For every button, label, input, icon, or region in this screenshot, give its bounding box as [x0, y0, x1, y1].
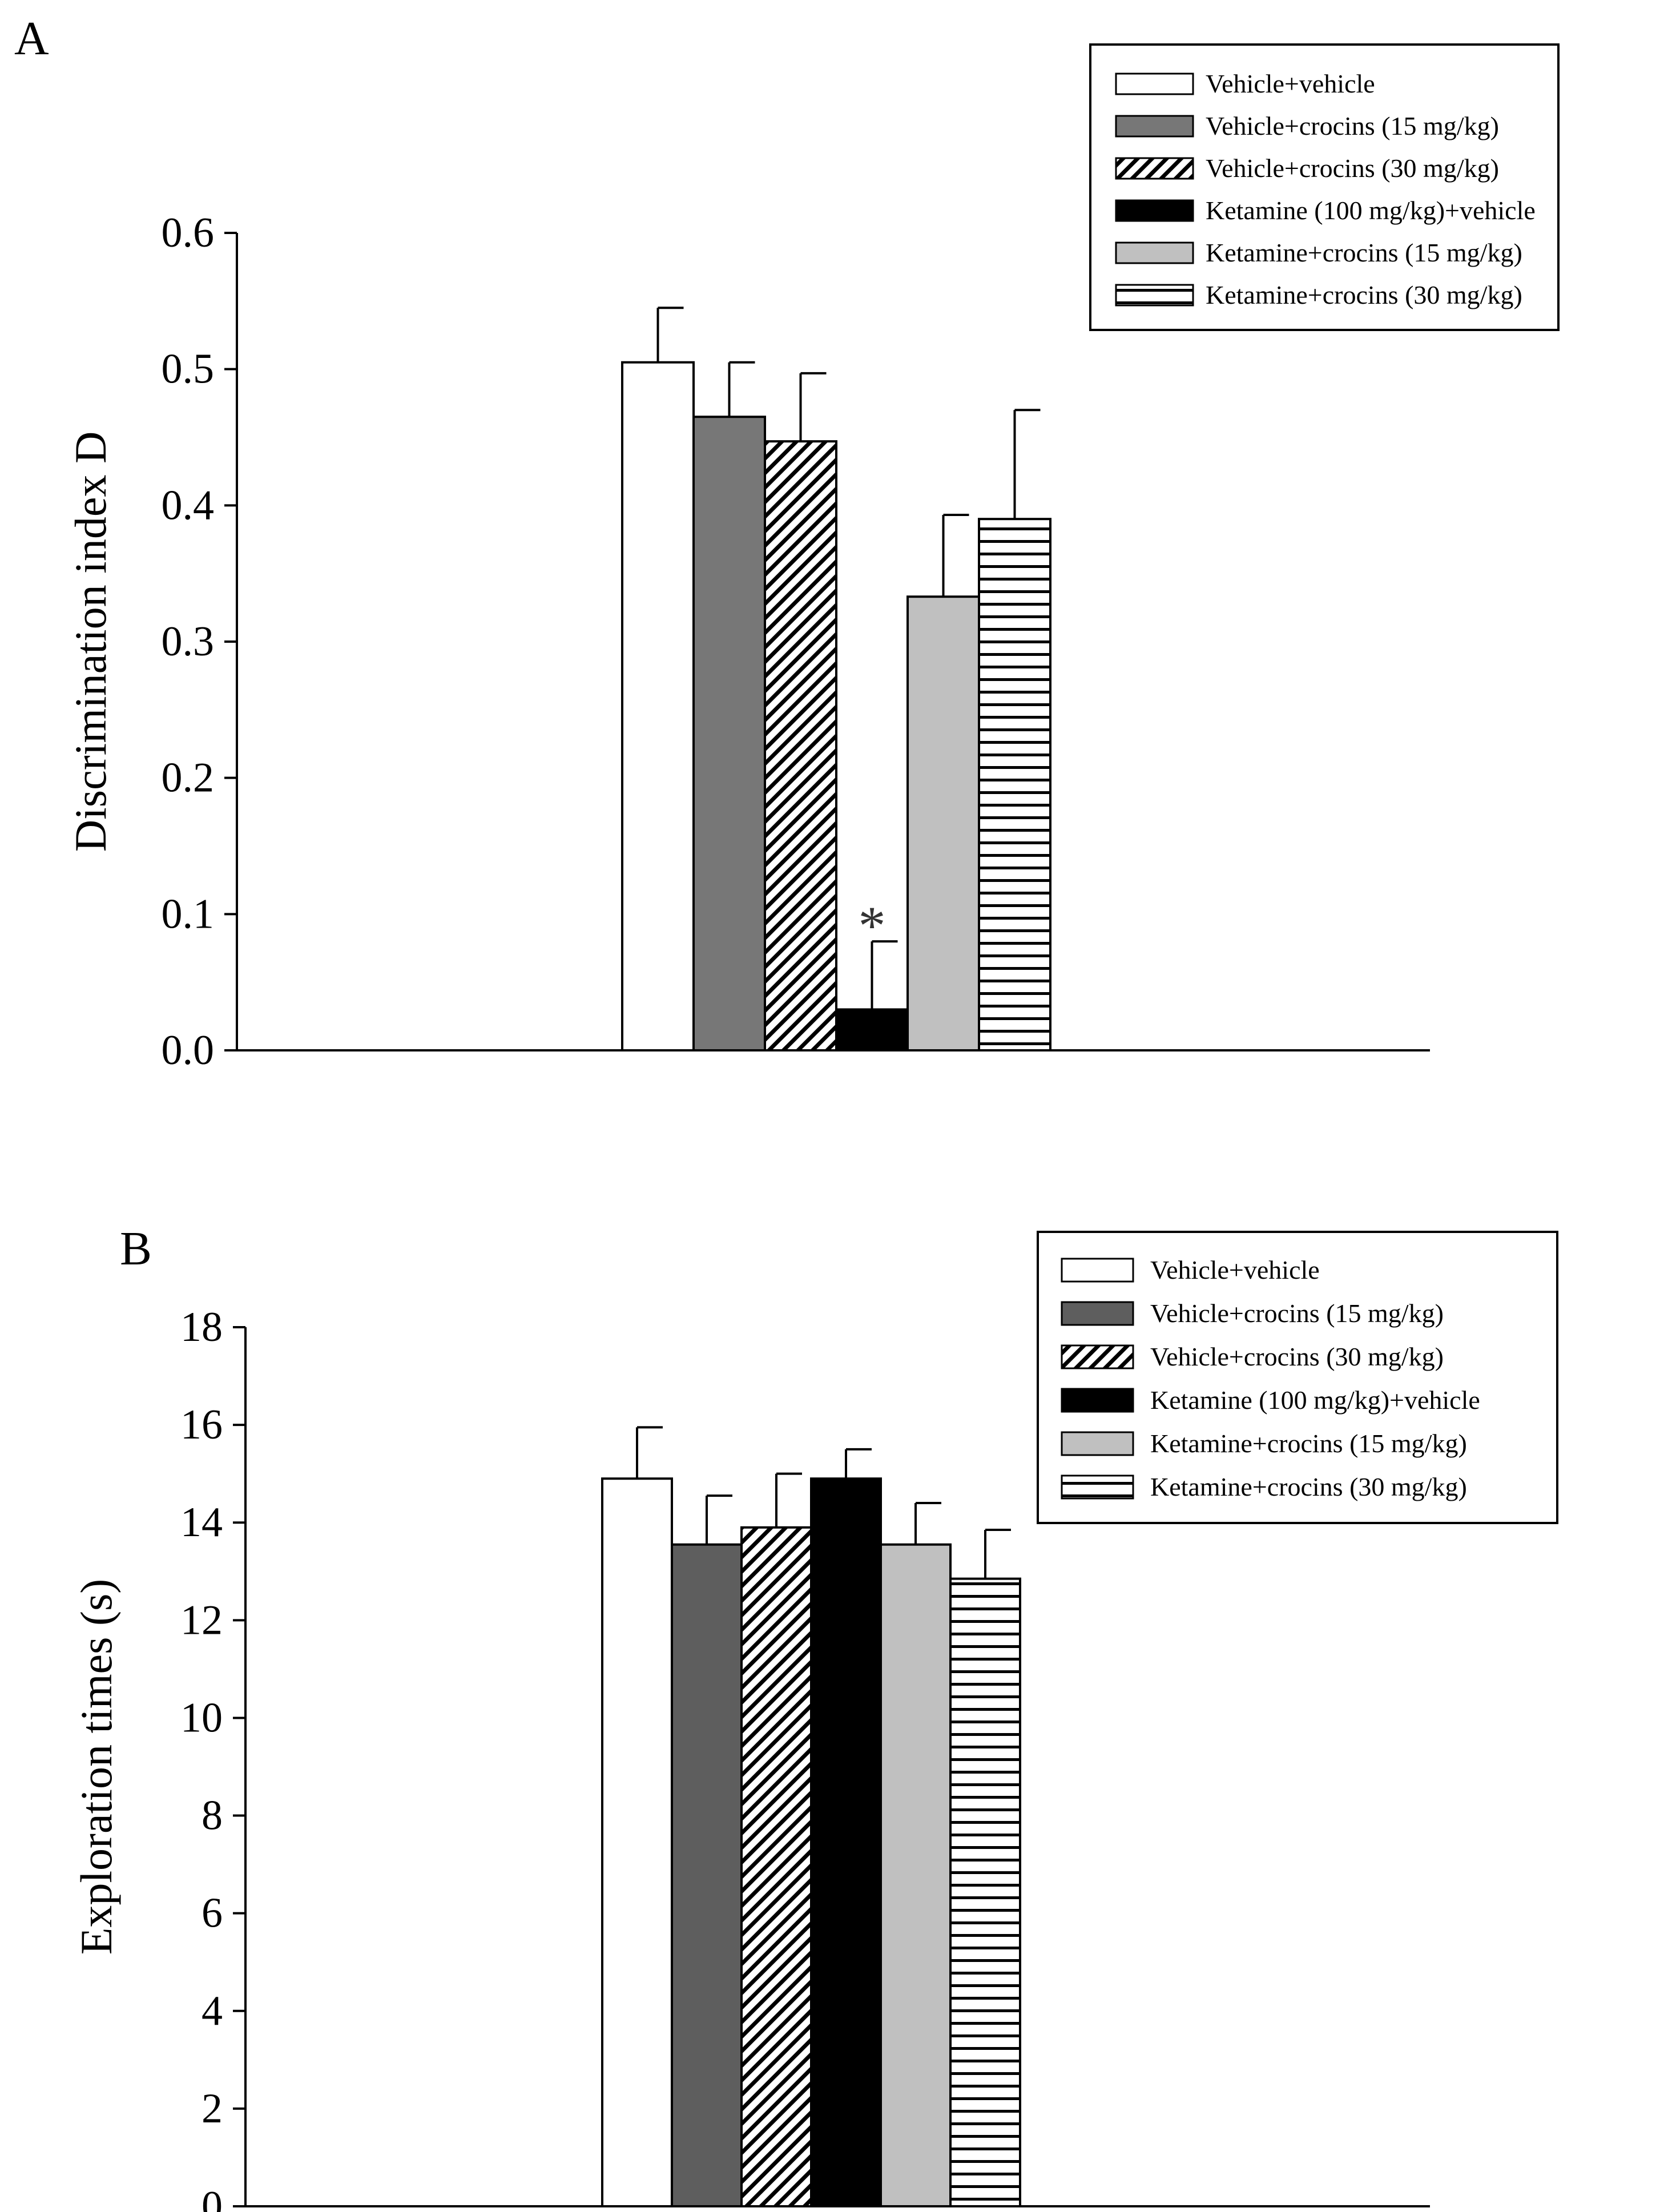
y-tick-label: 0.0 — [162, 1027, 215, 1074]
y-tick-label: 8 — [202, 1792, 223, 1839]
legend-swatch — [1061, 1301, 1134, 1326]
y-tick-label: 4 — [202, 1988, 223, 2034]
legend-label: Ketamine+crocins (30 mg/kg) — [1150, 1472, 1467, 1501]
y-tick-label: 0.5 — [162, 346, 215, 393]
legend-label: Ketamine+crocins (15 mg/kg) — [1206, 238, 1522, 267]
bar — [621, 361, 695, 1052]
legend-swatch — [1115, 157, 1194, 180]
legend-label: Vehicle+vehicle — [1150, 1255, 1320, 1284]
legend-swatch — [1115, 115, 1194, 138]
y-tick-label: 16 — [180, 1401, 223, 1448]
legend-swatch — [1115, 284, 1194, 307]
y-tick-label: 10 — [180, 1694, 223, 1741]
legend-swatch — [1061, 1431, 1134, 1456]
legend-swatch — [1061, 1258, 1134, 1283]
panel-b: B 0 2 4 6 8 10 12 14 16 18 Exploration times (s) Veh… — [71, 1222, 1558, 2212]
legend-swatch — [1061, 1388, 1134, 1413]
y-tick-label: 12 — [180, 1597, 223, 1643]
bar — [764, 440, 837, 1051]
bar — [949, 1577, 1021, 2207]
y-tick-label: 18 — [180, 1304, 223, 1351]
y-tick-label: 0.3 — [162, 618, 215, 665]
legend-label: Vehicle+crocins (15 mg/kg) — [1150, 1299, 1444, 1328]
legend-swatch — [1061, 1474, 1134, 1500]
bar — [740, 1526, 812, 2207]
panel-a: A 0.0 0.1 0.2 0.3 0.4 0.5 0.6 Discrimination ind… — [14, 12, 1560, 1074]
legend-label: Ketamine+crocins (30 mg/kg) — [1206, 280, 1522, 309]
legend-label: Ketamine+crocins (15 mg/kg) — [1150, 1429, 1467, 1458]
bar — [835, 1008, 909, 1052]
y-tick-label: 6 — [202, 1890, 223, 1937]
legend-label: Vehicle+crocins (15 mg/kg) — [1206, 111, 1499, 140]
y-tick-label: 14 — [180, 1499, 223, 1546]
bar — [601, 1477, 673, 2207]
y-axis-title: Exploration times (s) — [71, 1579, 121, 1955]
bar — [880, 1543, 952, 2207]
legend-swatch — [1115, 199, 1194, 222]
y-tick-label: 0.2 — [162, 755, 215, 801]
y-tick-label: 0.6 — [162, 209, 215, 256]
y-axis-title: Discrimination index D — [66, 432, 115, 852]
bar — [671, 1543, 743, 2207]
legend-swatch — [1061, 1344, 1134, 1369]
bar — [692, 416, 766, 1052]
legend-label: Vehicle+crocins (30 mg/kg) — [1206, 154, 1499, 183]
bar — [906, 595, 980, 1051]
legend-label: Vehicle+crocins (30 mg/kg) — [1150, 1342, 1444, 1371]
legend-label: Ketamine (100 mg/kg)+vehicle — [1206, 196, 1536, 225]
legend-swatch — [1115, 72, 1194, 95]
y-tick-label: 0 — [202, 2183, 223, 2212]
y-tick-label: 0.1 — [162, 891, 215, 937]
legend-label: Ketamine (100 mg/kg)+vehicle — [1150, 1385, 1480, 1415]
legend-swatch — [1115, 241, 1194, 264]
panel-label: B — [120, 1222, 152, 1275]
panel-label: A — [14, 12, 49, 65]
y-tick-label: 2 — [202, 2085, 223, 2132]
significance-star: * — [859, 895, 886, 956]
y-tick-label: 0.4 — [162, 482, 215, 529]
bar — [978, 518, 1051, 1051]
bar — [810, 1477, 882, 2207]
legend-label: Vehicle+vehicle — [1206, 69, 1375, 98]
